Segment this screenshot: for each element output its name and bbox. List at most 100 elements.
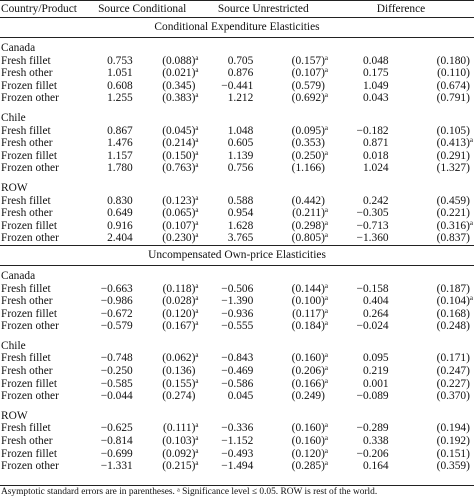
source-conditional-estimate: −0.699	[86, 448, 133, 461]
difference-estimate-value: 0.404	[362, 295, 389, 308]
table-row: Fresh fillet −0.663 (0.118)a −0.506 (0.144)a…	[0, 281, 474, 296]
header-source-conditional: Source Conditional	[85, 0, 199, 18]
difference-estimate: −1.360	[328, 232, 389, 245]
source-conditional-estimate: −1.331	[86, 460, 133, 473]
source-conditional-estimate-value: −0.748	[100, 352, 133, 365]
source-unrestricted-std-error: (0.117)a	[253, 307, 328, 321]
table-row: Frozen other 1.255 (0.383)a 1.212 (0.692)a 0.…	[0, 92, 474, 105]
difference-estimate: −0.089	[328, 390, 389, 403]
difference-std-error: (0.413)a	[389, 137, 474, 150]
source-unrestricted-estimate-value: −0.586	[221, 377, 254, 390]
table-row: Frozen fillet 1.157 (0.150)a 1.139 (0.250)a 0…	[0, 148, 474, 163]
source-unrestricted-std-error: (0.100)a	[253, 295, 328, 308]
significance-marker: a	[324, 434, 328, 443]
country-row: ROW	[0, 175, 474, 195]
source-conditional-std-error-value: (0.021)	[162, 67, 196, 80]
country-label: Chile	[1, 111, 26, 124]
table-header: Country/Product Source Conditional Sourc…	[0, 0, 474, 18]
product-label: Frozen other	[1, 390, 59, 403]
source-unrestricted-estimate-value: −0.441	[221, 79, 254, 92]
difference-estimate-value: 0.871	[362, 137, 389, 150]
difference-estimate: 0.871	[328, 137, 389, 150]
significance-marker: a	[195, 231, 199, 240]
country-label: ROW	[1, 181, 28, 194]
product-label: Frozen fillet	[1, 79, 57, 92]
header-source-unrestricted: Source Unrestricted	[198, 0, 328, 18]
table-row: Fresh other 0.649 (0.065)a 0.954 (0.211)a −0.…	[0, 207, 474, 220]
source-conditional-estimate-value: 1.255	[107, 92, 133, 105]
source-unrestricted-std-error-value: (0.249)	[291, 390, 325, 403]
source-conditional-std-error: (0.021)a	[133, 67, 198, 80]
source-unrestricted-std-error: (0.120)a	[253, 447, 328, 461]
significance-marker: a	[324, 281, 328, 290]
table-row: Fresh fillet0.830(0.123)a0.588(0.442)a0.…	[0, 194, 474, 208]
source-unrestricted-estimate-value: 0.605	[227, 137, 254, 150]
product-label: Frozen fillet	[1, 377, 57, 390]
significance-marker: a	[195, 446, 199, 455]
country-label: ROW	[1, 409, 28, 422]
source-unrestricted-estimate-value: 0.588	[227, 194, 254, 207]
source-unrestricted-std-error-value: (0.160)	[291, 422, 325, 435]
source-conditional-estimate: 1.476	[86, 137, 133, 150]
source-unrestricted-estimate-value: −0.469	[221, 365, 254, 378]
difference-estimate-value: 0.018	[362, 149, 389, 162]
source-conditional-std-error-value: (0.092)	[162, 447, 196, 460]
header-row: Country/Product Source Conditional Sourc…	[0, 0, 474, 18]
difference-std-error-value: (0.316)	[436, 219, 470, 232]
difference-estimate-value: −0.713	[356, 219, 389, 232]
source-unrestricted-std-error: (0.184)a	[253, 320, 328, 333]
product-label: Frozen fillet	[1, 219, 57, 232]
source-unrestricted-estimate-value: 1.139	[227, 149, 254, 162]
difference-std-error-value: (0.171)	[436, 352, 470, 365]
source-conditional-std-error-value: (0.062)	[162, 352, 196, 365]
source-conditional-estimate-value: −0.625	[100, 422, 133, 435]
source-conditional-std-error: (0.383)a	[133, 92, 198, 105]
header-difference: Difference	[328, 0, 474, 18]
significance-marker: a	[324, 294, 328, 303]
difference-estimate: 0.219	[328, 365, 389, 378]
source-unrestricted-estimate: −0.936	[199, 308, 253, 321]
significance-marker: a	[195, 206, 199, 215]
source-conditional-estimate-value: 1.157	[107, 149, 133, 162]
difference-estimate-value: 0.095	[362, 352, 389, 365]
product-label: Fresh other	[1, 435, 53, 448]
significance-marker: a	[195, 281, 199, 290]
table-row: Fresh other1.476(0.214)a0.605(0.353)a0.8…	[0, 137, 474, 150]
source-conditional-estimate-value: −0.044	[100, 390, 133, 403]
difference-estimate-value: 0.164	[362, 460, 389, 473]
significance-marker: a	[324, 364, 328, 373]
significance-marker: a	[324, 66, 328, 75]
source-conditional-std-error-value: (0.120)	[162, 307, 196, 320]
source-conditional-estimate: −0.672	[86, 308, 133, 321]
source-conditional-estimate: 0.916	[86, 220, 133, 233]
significance-marker: a	[195, 148, 199, 157]
difference-std-error-value: (0.180)	[436, 54, 470, 67]
source-conditional-estimate-value: −1.331	[100, 460, 133, 473]
difference-estimate-value: 1.049	[362, 79, 389, 92]
country-row: Canada	[0, 38, 474, 55]
source-conditional-estimate: −0.044	[86, 390, 133, 403]
source-conditional-estimate-value: −0.814	[100, 435, 133, 448]
significance-marker: a	[324, 53, 328, 62]
product-label: Frozen other	[1, 92, 59, 105]
source-conditional-std-error: (0.214)a	[133, 137, 198, 150]
source-unrestricted-std-error-value: (0.250)	[291, 149, 325, 162]
source-conditional-estimate: −0.814	[86, 435, 133, 448]
source-unrestricted-std-error-value: (0.579)	[291, 79, 325, 92]
difference-std-error: (0.187)a	[389, 283, 474, 296]
source-unrestricted-estimate-value: −0.555	[221, 320, 254, 333]
source-unrestricted-estimate: 0.705	[199, 55, 254, 68]
source-unrestricted-std-error: (0.250)a	[253, 149, 328, 163]
product-label: Fresh fillet	[1, 124, 51, 137]
source-conditional-estimate-value: 1.051	[107, 67, 133, 80]
significance-marker: a	[195, 434, 199, 443]
table-row: Fresh fillet 0.753 (0.088)a 0.705 (0.157)a 0.…	[0, 53, 474, 68]
table-row: Frozen other −1.331 (0.215)a −1.494 (0.285)a…	[0, 460, 474, 473]
difference-estimate: 0.242	[328, 195, 389, 208]
difference-estimate-value: 1.024	[362, 162, 389, 175]
elasticity-table: Country/Product Source Conditional Sourc…	[0, 0, 474, 473]
source-conditional-estimate: −0.748	[86, 352, 133, 365]
source-conditional-estimate-value: 1.476	[107, 137, 133, 150]
source-unrestricted-std-error: (0.166)a	[253, 377, 328, 391]
product-label: Frozen other	[1, 162, 59, 175]
